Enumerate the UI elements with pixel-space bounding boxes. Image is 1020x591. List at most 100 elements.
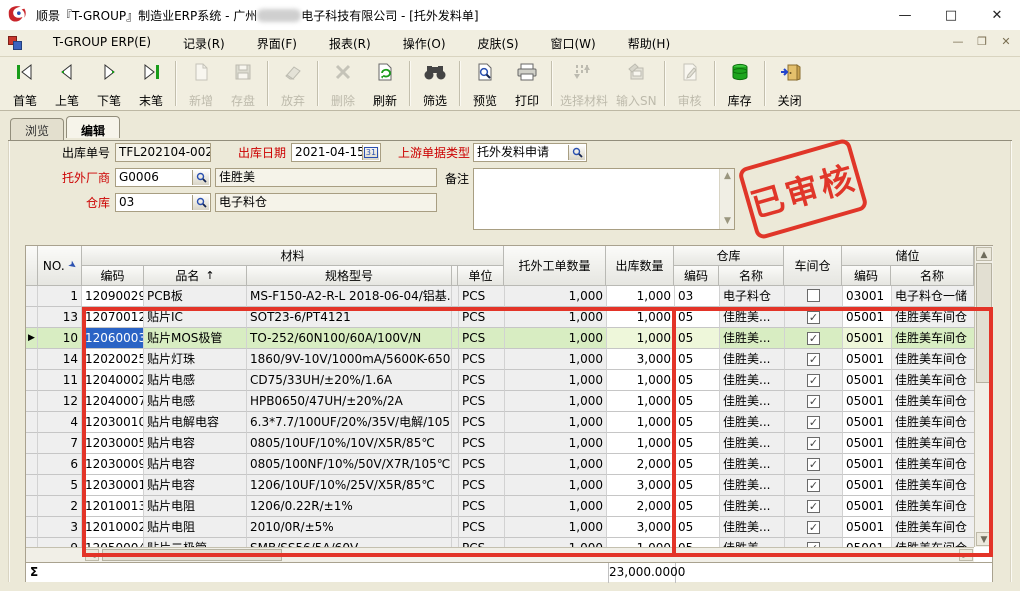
cell-wh_name[interactable]: 佳胜美...	[720, 328, 785, 349]
cell-bin_code[interactable]: 05001	[843, 307, 892, 328]
cell-wh_code[interactable]: 05	[675, 370, 720, 391]
tab-edit[interactable]: 编辑	[66, 116, 121, 138]
cell-no[interactable]: 5	[38, 475, 82, 496]
cell-code[interactable]: 12040007	[82, 391, 144, 412]
cell-order_qty[interactable]: 1,000	[505, 454, 607, 475]
toolbar-button-next-record[interactable]: 下笔	[88, 57, 130, 110]
cell-out_qty[interactable]: 2,000	[607, 496, 675, 517]
cell-order_qty[interactable]: 1,000	[505, 307, 607, 328]
tab-browse[interactable]: 浏览	[10, 118, 65, 140]
cell-name[interactable]: 贴片电容	[144, 454, 247, 475]
cell-unit[interactable]: PCS	[459, 286, 505, 307]
cell-bin_name[interactable]: 佳胜美车间仓	[892, 454, 974, 475]
cell-unit[interactable]: PCS	[459, 307, 505, 328]
cell-bin_code[interactable]: 05001	[843, 496, 892, 517]
cell-bin_name[interactable]: 佳胜美车间仓	[892, 496, 974, 517]
cell-code[interactable]: 12010002	[82, 517, 144, 538]
cell-wh_name[interactable]: 佳胜美...	[720, 370, 785, 391]
table-row[interactable]: ▶ 10 12060003 贴片MOS极管 TO-252/60N100/60A/100V…	[26, 328, 974, 349]
cell-wh_name[interactable]: 佳胜美...	[720, 349, 785, 370]
cell-name[interactable]: 贴片电感	[144, 391, 247, 412]
vendor-code-field[interactable]: G0006	[115, 168, 211, 187]
remark-textarea[interactable]: ▲ ▼	[473, 168, 735, 230]
cell-no[interactable]: 12	[38, 391, 82, 412]
cell-wh_code[interactable]: 05	[675, 433, 720, 454]
menu-item-4[interactable]: 操作(O)	[402, 36, 446, 51]
cell-code[interactable]: 12030009	[82, 454, 144, 475]
cell-code[interactable]: 12060003	[82, 328, 144, 349]
menu-item-3[interactable]: 报表(R)	[329, 36, 371, 51]
column-header-clipped[interactable]	[452, 266, 458, 286]
table-row[interactable]: 3 12010002 贴片电阻 2010/0R/±5% PCS 1,000 3,000 05 佳…	[26, 517, 974, 538]
column-header-spec[interactable]: 规格型号	[247, 266, 452, 286]
workshop-checkbox[interactable]: ✓	[785, 412, 843, 433]
table-row[interactable]: 1 12090029 PCB板 MS-F150-A2-R-L 2018-06-04/铝…	[26, 286, 974, 307]
cell-unit[interactable]: PCS	[459, 349, 505, 370]
cell-unit[interactable]: PCS	[459, 475, 505, 496]
lookup-icon[interactable]	[192, 170, 209, 185]
column-group-warehouse[interactable]: 仓库	[674, 246, 784, 266]
cell-spec[interactable]: 1860/9V-10V/1000mA/5600K-6500K...	[247, 349, 452, 370]
table-row[interactable]: 14 12020025 贴片灯珠 1860/9V-10V/1000mA/5600K-6…	[26, 349, 974, 370]
table-row[interactable]: 4 12030010 贴片电解电容 6.3*7.7/100UF/20%/35V/电解/…	[26, 412, 974, 433]
cell-wh_code[interactable]: 05	[675, 391, 720, 412]
cell-name[interactable]: 贴片电容	[144, 433, 247, 454]
cell-no[interactable]: 11	[38, 370, 82, 391]
scroll-up-icon[interactable]: ▲	[724, 171, 731, 181]
cell-spec[interactable]: 6.3*7.7/100UF/20%/35V/电解/105℃	[247, 412, 452, 433]
cell-wh_name[interactable]: 佳胜美...	[720, 538, 785, 547]
scrollbar-thumb[interactable]	[976, 263, 992, 383]
column-group-material[interactable]: 材料	[82, 246, 504, 266]
cell-name[interactable]: 贴片MOS极管	[144, 328, 247, 349]
cell-bin_code[interactable]: 05001	[843, 433, 892, 454]
cell-order_qty[interactable]: 1,000	[505, 475, 607, 496]
workshop-checkbox[interactable]: ✓	[785, 454, 843, 475]
cell-unit[interactable]: PCS	[459, 370, 505, 391]
cell-bin_name[interactable]: 佳胜美车间仓	[892, 475, 974, 496]
cell-no[interactable]: 2	[38, 496, 82, 517]
cell-out_qty[interactable]: 1,000	[607, 391, 675, 412]
cell-wh_code[interactable]: 05	[675, 538, 720, 547]
cell-name[interactable]: 贴片电容	[144, 475, 247, 496]
cell-code[interactable]: 12030010	[82, 412, 144, 433]
cell-wh_name[interactable]: 佳胜美...	[720, 475, 785, 496]
cell-wh_code[interactable]: 05	[675, 517, 720, 538]
cell-out_qty[interactable]: 1,000	[607, 286, 675, 307]
cell-name[interactable]: 贴片IC	[144, 307, 247, 328]
cell-code[interactable]: 12030001	[82, 475, 144, 496]
cell-no[interactable]: 7	[38, 433, 82, 454]
cell-name[interactable]: 贴片电阻	[144, 496, 247, 517]
table-row[interactable]: 7 12030005 贴片电容 0805/10UF/10%/10V/X5R/85℃ PC…	[26, 433, 974, 454]
cell-wh_code[interactable]: 05	[675, 328, 720, 349]
cell-order_qty[interactable]: 1,000	[505, 349, 607, 370]
cell-unit[interactable]: PCS	[459, 454, 505, 475]
cell-no[interactable]: 10	[38, 328, 82, 349]
cell-bin_code[interactable]: 05001	[843, 349, 892, 370]
cell-bin_code[interactable]: 03001	[843, 286, 892, 307]
cell-unit[interactable]: PCS	[459, 412, 505, 433]
cell-name[interactable]: 贴片二极管	[144, 538, 247, 547]
cell-spec[interactable]: 1206/0.22R/±1%	[247, 496, 452, 517]
cell-bin_code[interactable]: 05001	[843, 328, 892, 349]
column-header-workshop[interactable]: 车间仓	[784, 246, 842, 286]
column-header-unit[interactable]: 单位	[458, 266, 504, 286]
column-header-bin-code[interactable]: 编码	[842, 266, 891, 286]
cell-no[interactable]: 1	[38, 286, 82, 307]
cell-out_qty[interactable]: 3,000	[607, 517, 675, 538]
column-header-out-qty[interactable]: 出库数量	[606, 246, 674, 286]
workshop-checkbox[interactable]: ✓	[785, 538, 843, 547]
workshop-checkbox[interactable]: ✓	[785, 328, 843, 349]
cell-code[interactable]: 12030005	[82, 433, 144, 454]
cell-order_qty[interactable]: 1,000	[505, 517, 607, 538]
cell-bin_name[interactable]: 佳胜美车间仓	[892, 391, 974, 412]
cell-spec[interactable]: CD75/33UH/±20%/1.6A	[247, 370, 452, 391]
cell-wh_name[interactable]: 佳胜美...	[720, 433, 785, 454]
cell-code[interactable]: 12090029	[82, 286, 144, 307]
cell-out_qty[interactable]: 1,000	[607, 538, 675, 547]
cell-wh_name[interactable]: 佳胜美...	[720, 517, 785, 538]
cell-order_qty[interactable]: 1,000	[505, 328, 607, 349]
cell-unit[interactable]: PCS	[459, 433, 505, 454]
cell-name[interactable]: 贴片电感	[144, 370, 247, 391]
toolbar-button-inventory[interactable]: 库存	[719, 57, 761, 110]
column-header-no[interactable]: NO. ➤	[38, 246, 82, 286]
